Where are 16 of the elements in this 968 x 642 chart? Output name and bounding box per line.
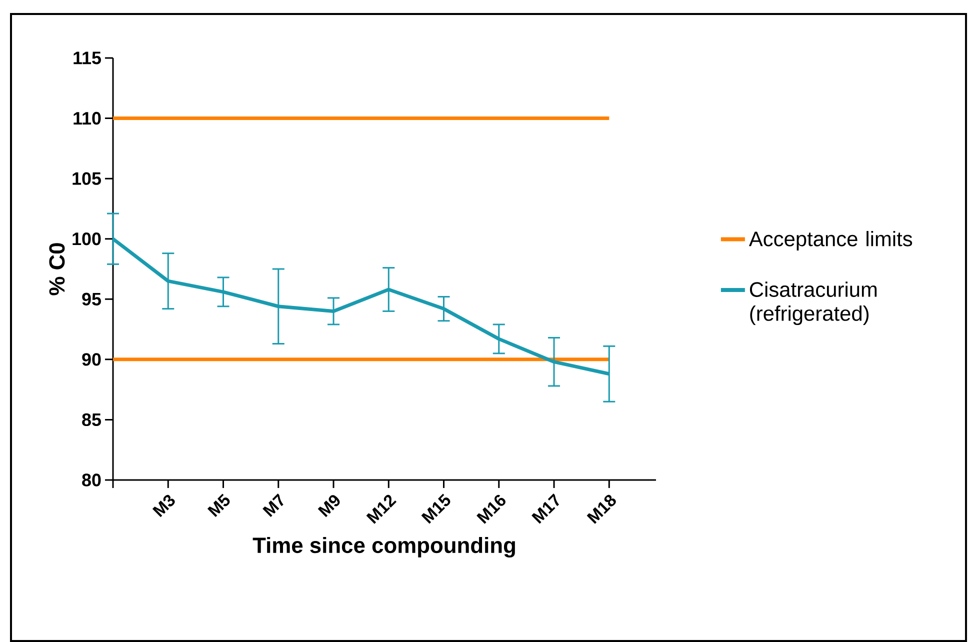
x-tick-label: M9 (318, 495, 340, 518)
legend-label: Acceptance limits (748, 230, 912, 250)
x-tick-label: M5 (207, 494, 230, 518)
y-tick-label: 95 (82, 292, 101, 306)
x-axis-title: Time since compounding (252, 536, 515, 558)
y-tick-label: 85 (82, 413, 101, 426)
y-tick-label: 80 (82, 474, 101, 486)
x-tick-label: M7 (262, 494, 284, 518)
y-tick-label: 110 (74, 112, 101, 125)
y-tick-label: 100 (72, 232, 101, 246)
y-tick-label: 105 (72, 172, 101, 185)
y-axis-title: % C0 (49, 243, 65, 296)
x-tick-label: M3 (152, 494, 175, 518)
y-tick-label: 90 (82, 353, 101, 366)
y-tick-label: 115 (74, 52, 101, 64)
legend-label: Cisatracurium (refrigerated) (750, 282, 877, 326)
